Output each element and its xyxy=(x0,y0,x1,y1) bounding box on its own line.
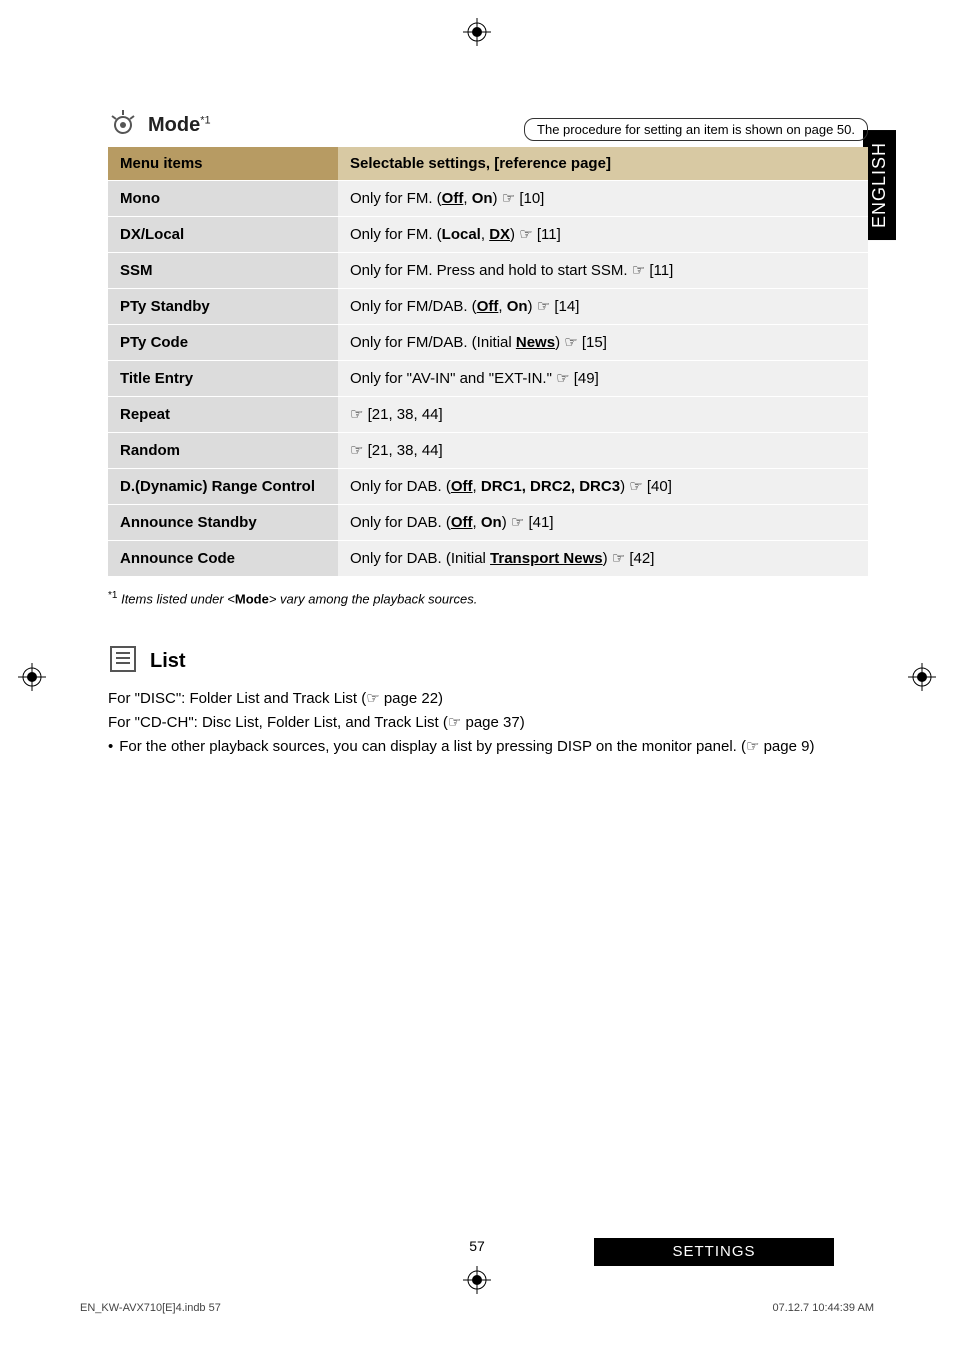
menu-item-name: PTy Standby xyxy=(108,289,338,325)
mode-header: Mode*1 The procedure for setting an item… xyxy=(108,110,868,141)
table-row: Announce StandbyOnly for DAB. (Off, On) … xyxy=(108,505,868,541)
menu-item-setting: ☞ [21, 38, 44] xyxy=(338,397,868,433)
table-row: Title EntryOnly for "AV-IN" and "EXT-IN.… xyxy=(108,361,868,397)
list-title: List xyxy=(150,650,186,673)
page-number: 57 xyxy=(469,1238,485,1254)
footnote-suffix: > vary among the playback sources. xyxy=(269,591,477,606)
menu-table: Menu items Selectable settings, [referen… xyxy=(108,147,868,576)
list-line-2: For "CD-CH": Disc List, Folder List, and… xyxy=(108,711,868,735)
menu-item-name: Repeat xyxy=(108,397,338,433)
mode-icon xyxy=(108,110,138,141)
footnote-sup: *1 xyxy=(108,590,117,601)
footnote-bold: Mode xyxy=(235,591,269,606)
registration-mark-right xyxy=(908,663,936,691)
menu-item-name: SSM xyxy=(108,253,338,289)
list-bullet-text: For the other playback sources, you can … xyxy=(119,735,814,759)
menu-item-setting: Only for DAB. (Off, DRC1, DRC2, DRC3) ☞ … xyxy=(338,469,868,505)
page-content: Mode*1 The procedure for setting an item… xyxy=(108,110,868,759)
menu-item-name: Random xyxy=(108,433,338,469)
list-bullet-row: • For the other playback sources, you ca… xyxy=(108,735,868,759)
footnote: *1 Items listed under <Mode> vary among … xyxy=(108,590,868,606)
procedure-note: The procedure for setting an item is sho… xyxy=(524,118,868,141)
mode-title: Mode*1 xyxy=(148,114,211,137)
table-header-setting: Selectable settings, [reference page] xyxy=(338,147,868,181)
table-row: PTy StandbyOnly for FM/DAB. (Off, On) ☞ … xyxy=(108,289,868,325)
table-row: SSMOnly for FM. Press and hold to start … xyxy=(108,253,868,289)
menu-item-name: Title Entry xyxy=(108,361,338,397)
menu-item-setting: Only for "AV-IN" and "EXT-IN." ☞ [49] xyxy=(338,361,868,397)
table-row: MonoOnly for FM. (Off, On) ☞ [10] xyxy=(108,181,868,217)
menu-item-setting: ☞ [21, 38, 44] xyxy=(338,433,868,469)
menu-item-setting: Only for FM/DAB. (Initial News) ☞ [15] xyxy=(338,325,868,361)
table-row: Announce CodeOnly for DAB. (Initial Tran… xyxy=(108,541,868,577)
menu-item-name: PTy Code xyxy=(108,325,338,361)
menu-item-setting: Only for FM/DAB. (Off, On) ☞ [14] xyxy=(338,289,868,325)
table-row: PTy CodeOnly for FM/DAB. (Initial News) … xyxy=(108,325,868,361)
table-header-item: Menu items xyxy=(108,147,338,181)
menu-item-setting: Only for FM. Press and hold to start SSM… xyxy=(338,253,868,289)
table-row: Random☞ [21, 38, 44] xyxy=(108,433,868,469)
registration-mark-bottom xyxy=(463,1266,491,1294)
menu-item-name: Mono xyxy=(108,181,338,217)
menu-item-name: DX/Local xyxy=(108,217,338,253)
table-row: Repeat☞ [21, 38, 44] xyxy=(108,397,868,433)
table-row: D.(Dynamic) Range ControlOnly for DAB. (… xyxy=(108,469,868,505)
mode-title-sup: *1 xyxy=(200,114,210,126)
footnote-prefix: Items listed under < xyxy=(121,591,235,606)
bullet-dot: • xyxy=(108,735,113,759)
menu-item-setting: Only for DAB. (Off, On) ☞ [41] xyxy=(338,505,868,541)
menu-item-name: D.(Dynamic) Range Control xyxy=(108,469,338,505)
menu-item-setting: Only for DAB. (Initial Transport News) ☞… xyxy=(338,541,868,577)
table-row: DX/LocalOnly for FM. (Local, DX) ☞ [11] xyxy=(108,217,868,253)
mode-title-text: Mode xyxy=(148,114,200,136)
menu-item-name: Announce Code xyxy=(108,541,338,577)
list-line-1: For "DISC": Folder List and Track List (… xyxy=(108,687,868,711)
menu-item-setting: Only for FM. (Local, DX) ☞ [11] xyxy=(338,217,868,253)
list-section: List For "DISC": Folder List and Track L… xyxy=(108,644,868,759)
menu-item-setting: Only for FM. (Off, On) ☞ [10] xyxy=(338,181,868,217)
list-icon xyxy=(108,644,138,679)
footer-right: 07.12.7 10:44:39 AM xyxy=(772,1302,874,1314)
footer-left: EN_KW-AVX710[E]4.indb 57 xyxy=(80,1302,221,1314)
menu-item-name: Announce Standby xyxy=(108,505,338,541)
registration-mark-top xyxy=(463,18,491,46)
settings-bar: SETTINGS xyxy=(594,1238,834,1266)
registration-mark-left xyxy=(18,663,46,691)
